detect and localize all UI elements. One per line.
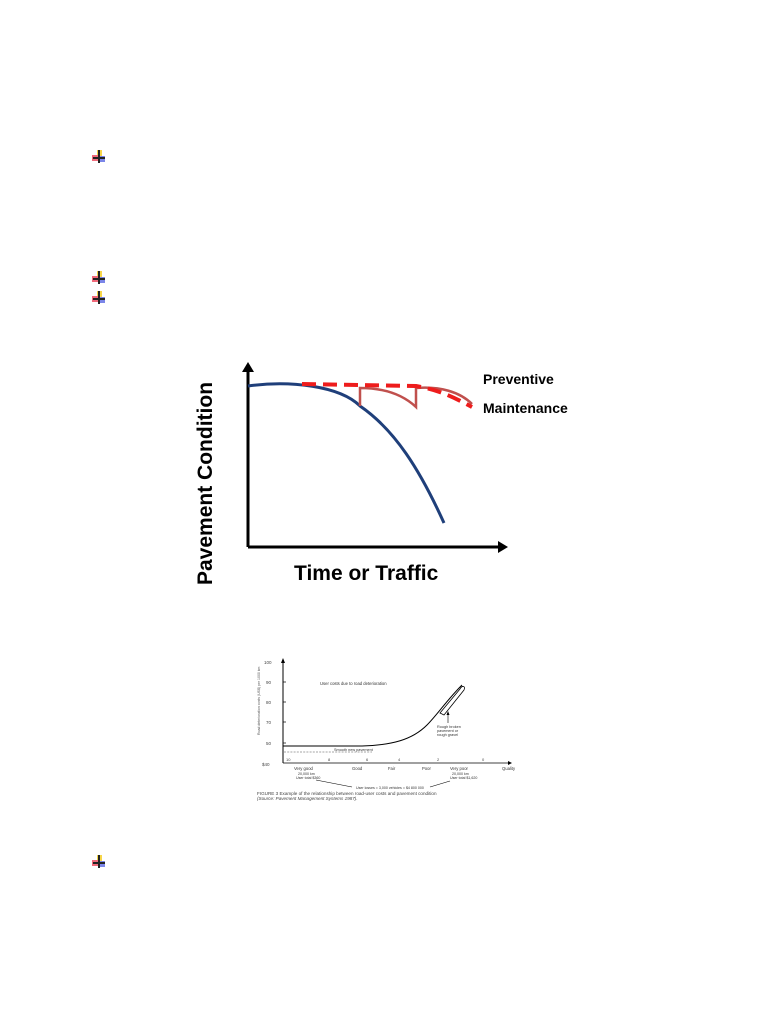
svg-text:50: 50	[266, 741, 272, 746]
y-axis-label: Road deterioration costs (US$) per 1000 …	[257, 666, 261, 735]
svg-text:20,000 km: 20,000 km	[298, 772, 315, 776]
svg-text:Rough broken: Rough broken	[437, 725, 461, 729]
bullet-cross-icon	[92, 271, 106, 285]
user-cost-chart: 100 90 80 70 50 $40 Road deterioration c…	[252, 655, 522, 805]
preventive-trend-dashed	[301, 382, 473, 409]
svg-text:Fair: Fair	[388, 766, 396, 771]
svg-text:4: 4	[398, 757, 401, 762]
x-axis-label: Time or Traffic	[294, 562, 439, 585]
pavement-condition-chart: Preventive Maintenance Time or Traffic P…	[180, 340, 600, 590]
svg-text:80: 80	[266, 700, 272, 705]
svg-text:70: 70	[266, 720, 272, 725]
bullet-cross-icon	[92, 291, 106, 305]
y-axis-arrow-icon	[281, 658, 285, 663]
deterioration-curve	[247, 382, 446, 524]
svg-text:2: 2	[437, 757, 440, 762]
svg-text:8: 8	[328, 757, 331, 762]
bullet-cross-icon	[92, 855, 106, 869]
svg-text:pavement or: pavement or	[437, 729, 459, 733]
svg-text:User losses = 3,000 vehicles =: User losses = 3,000 vehicles = $4 800 00…	[356, 786, 424, 790]
y-axis-arrow-icon	[242, 362, 254, 372]
svg-text:User total $1,620: User total $1,620	[450, 776, 477, 780]
preventive-treatment-curve	[358, 386, 473, 410]
svg-text:0: 0	[482, 757, 485, 762]
figure-source: (Source: Pavement Management Systems 198…	[257, 796, 358, 801]
x-axis-arrow-icon	[508, 761, 512, 765]
y-axis-label: Pavement Condition	[194, 382, 217, 585]
x-axis-arrow-icon	[498, 541, 508, 553]
svg-text:User total $360: User total $360	[296, 776, 320, 780]
svg-text:100: 100	[264, 660, 272, 665]
svg-text:20,000 km: 20,000 km	[452, 772, 469, 776]
svg-text:Good: Good	[352, 766, 363, 771]
svg-text:90: 90	[266, 680, 272, 685]
svg-text:6: 6	[366, 757, 369, 762]
svg-text:$40: $40	[262, 762, 270, 767]
svg-text:User costs due to road deterio: User costs due to road deterioration	[320, 681, 387, 686]
svg-text:rough gravel: rough gravel	[437, 733, 458, 737]
svg-text:Smooth new pavement: Smooth new pavement	[334, 748, 374, 752]
legend-preventive: Preventive	[483, 371, 554, 387]
svg-text:10: 10	[286, 757, 291, 762]
svg-text:Very poor: Very poor	[450, 766, 469, 771]
svg-text:Quality: Quality	[502, 766, 516, 771]
figure-caption: FIGURE 3 Example of the relationship bet…	[257, 791, 437, 796]
legend-maintenance: Maintenance	[483, 400, 568, 416]
svg-text:Very good: Very good	[294, 766, 314, 771]
svg-text:Poor: Poor	[422, 766, 431, 771]
bullet-cross-icon	[92, 150, 106, 164]
